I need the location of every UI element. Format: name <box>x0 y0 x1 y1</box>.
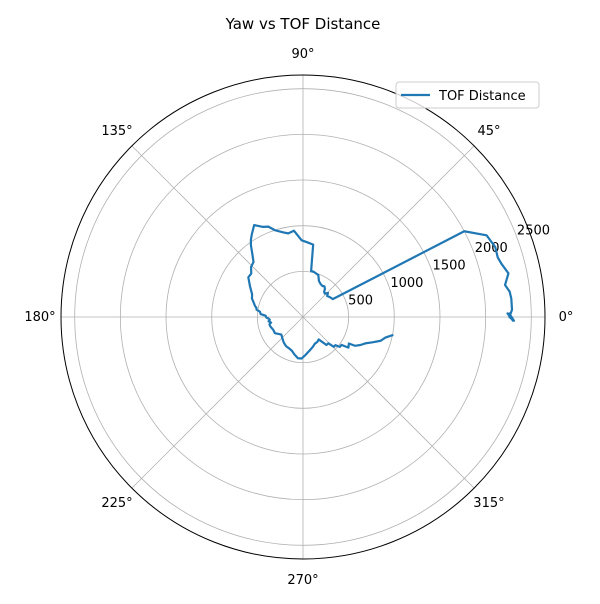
legend-label: TOF Distance <box>438 89 526 104</box>
legend: TOF Distance <box>395 81 540 109</box>
radial-tick-label: 1500 <box>433 259 466 274</box>
angular-grid-line <box>131 316 304 489</box>
radial-tick-label: 500 <box>348 294 373 309</box>
angle-tick-label: 180° <box>24 310 55 325</box>
angle-tick-label: 315° <box>473 496 504 511</box>
chart-title: Yaw vs TOF Distance <box>225 15 381 33</box>
angle-tick-label: 45° <box>477 124 500 139</box>
radial-tick-labels: 500 1000 1500 2000 2500 <box>348 224 550 309</box>
polar-grid <box>61 75 545 559</box>
legend-box <box>395 81 540 109</box>
angle-tick-label: 0° <box>559 310 574 325</box>
angular-grid-line <box>302 145 475 318</box>
polar-frame <box>60 74 546 560</box>
angle-tick-label: 135° <box>101 124 132 139</box>
angular-grid-line <box>131 145 304 318</box>
series-lines <box>247 223 516 360</box>
angle-tick-label: 225° <box>101 496 132 511</box>
radial-tick-label: 1000 <box>390 276 423 291</box>
angle-tick-labels: 0° 45° 90° 135° 180° 225° 270° 315° <box>24 47 573 588</box>
radial-tick-label: 2000 <box>475 241 508 256</box>
angle-tick-label: 270° <box>287 573 318 588</box>
angle-tick-label: 90° <box>291 47 314 62</box>
radial-tick-label: 2500 <box>517 224 550 239</box>
series-line-tof-distance <box>247 223 516 360</box>
